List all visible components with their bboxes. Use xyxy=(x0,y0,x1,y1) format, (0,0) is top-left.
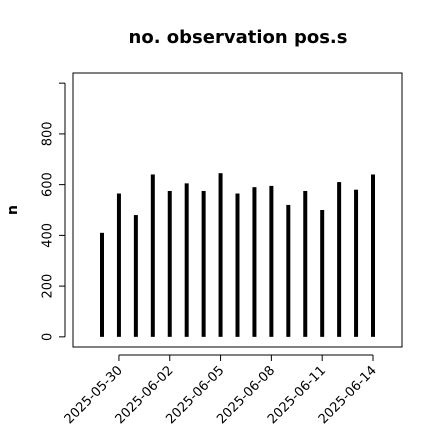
plot-frame xyxy=(72,72,403,348)
y-tick-label: 0 xyxy=(41,333,56,341)
y-tick-label: 200 xyxy=(41,274,56,299)
bar xyxy=(252,187,257,337)
bar xyxy=(303,190,308,337)
bar xyxy=(100,232,104,337)
bar xyxy=(116,193,121,337)
bar xyxy=(286,204,291,337)
y-axis-label: n xyxy=(5,205,21,215)
bar xyxy=(235,193,240,337)
y-tick-label: 400 xyxy=(41,223,56,248)
bar xyxy=(371,174,375,337)
y-tick-label: 600 xyxy=(41,172,56,197)
bar xyxy=(201,190,206,337)
bar xyxy=(133,215,138,337)
bar xyxy=(150,174,155,337)
bar xyxy=(320,210,325,337)
bar xyxy=(354,189,359,337)
bar xyxy=(184,183,189,337)
bar xyxy=(218,173,223,337)
chart-title: no. observation pos.s xyxy=(129,27,348,48)
y-tick-label: 800 xyxy=(41,121,56,146)
bar xyxy=(337,182,342,337)
bar xyxy=(167,190,172,337)
bar xyxy=(269,185,274,337)
